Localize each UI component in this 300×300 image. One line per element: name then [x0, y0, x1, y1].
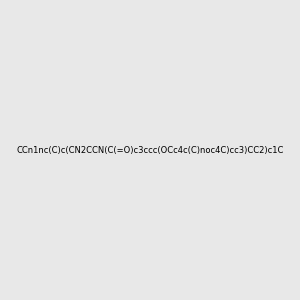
Text: CCn1nc(C)c(CN2CCN(C(=O)c3ccc(OCc4c(C)noc4C)cc3)CC2)c1C: CCn1nc(C)c(CN2CCN(C(=O)c3ccc(OCc4c(C)noc… — [16, 146, 284, 154]
